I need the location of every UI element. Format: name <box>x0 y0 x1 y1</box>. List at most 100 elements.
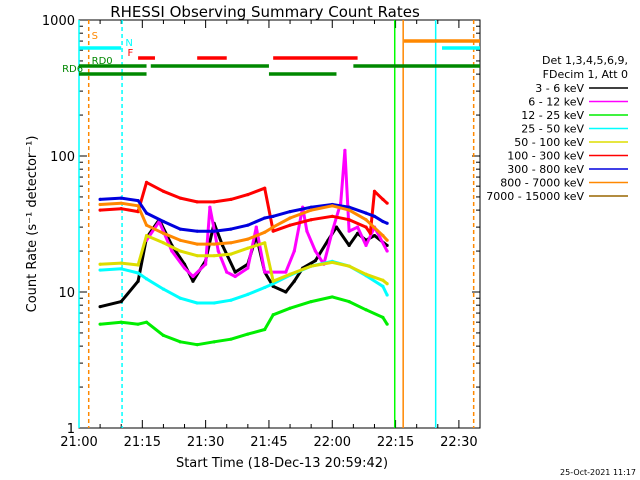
data-point <box>229 241 233 245</box>
data-point <box>330 260 334 265</box>
data-point <box>271 282 275 286</box>
data-point <box>144 233 149 238</box>
data-point <box>98 202 102 207</box>
chart-title: RHESSI Observing Summary Count Rates <box>110 3 420 21</box>
data-point <box>144 211 149 215</box>
data-point <box>381 315 385 320</box>
data-point <box>263 186 267 190</box>
x-axis-label: Start Time (18-Dec-13 20:59:42) <box>176 456 388 471</box>
data-point <box>271 214 275 218</box>
data-point <box>364 225 368 229</box>
y-axis-label: Count Rate (s⁻¹ detector⁻¹) <box>25 136 40 313</box>
data-point <box>385 238 389 242</box>
legend-label: 3 - 6 keV <box>535 82 584 95</box>
data-point <box>98 305 102 309</box>
data-point <box>144 180 149 184</box>
data-point <box>343 148 347 152</box>
data-point <box>364 308 368 312</box>
data-point <box>229 298 233 302</box>
legend-label: 6 - 12 keV <box>528 96 584 109</box>
x-tick-label: 21:45 <box>250 435 287 450</box>
data-point <box>385 221 389 225</box>
data-point <box>385 243 389 248</box>
legend-label: 300 - 800 keV <box>507 163 584 176</box>
data-point <box>229 252 233 256</box>
data-point <box>385 201 389 205</box>
data-point <box>309 264 313 268</box>
data-point <box>195 242 199 246</box>
data-point <box>263 230 267 234</box>
data-point <box>381 233 385 238</box>
data-point <box>313 259 317 263</box>
data-point <box>119 201 123 205</box>
data-point <box>195 301 199 305</box>
legend-label: 12 - 25 keV <box>521 109 584 122</box>
data-point <box>347 208 351 212</box>
data-point <box>136 279 140 283</box>
data-point <box>216 249 220 253</box>
legend-label: 25 - 50 keV <box>521 123 584 136</box>
data-point <box>178 196 182 200</box>
data-point <box>284 290 288 294</box>
data-point <box>136 271 140 275</box>
data-point <box>288 272 292 276</box>
data-point <box>309 299 313 304</box>
data-point <box>305 229 309 233</box>
data-point <box>161 219 166 224</box>
data-point <box>212 242 216 246</box>
data-point <box>263 241 267 245</box>
data-point <box>381 219 385 224</box>
flag-label-f: F <box>128 48 134 59</box>
data-point <box>372 233 377 238</box>
data-point <box>309 208 313 212</box>
legend-label: 7000 - 15000 keV <box>486 190 584 203</box>
data-point <box>98 208 102 212</box>
data-point <box>292 249 296 253</box>
data-point <box>246 237 250 241</box>
data-point <box>178 238 182 242</box>
data-point <box>364 272 368 276</box>
data-point <box>330 214 334 218</box>
data-point <box>330 204 334 208</box>
data-point <box>170 249 174 253</box>
y-tick-label: 1000 <box>42 14 75 29</box>
data-point <box>178 340 182 344</box>
data-point <box>309 218 313 222</box>
data-point <box>144 223 149 227</box>
data-point <box>271 313 275 317</box>
data-point <box>178 296 182 300</box>
data-point <box>385 282 389 286</box>
flag-label-s: S <box>92 31 98 42</box>
data-point <box>191 279 195 283</box>
data-point <box>98 268 102 272</box>
data-point <box>347 218 351 222</box>
data-point <box>233 270 237 274</box>
data-point <box>246 292 250 297</box>
data-point <box>368 231 372 235</box>
data-point <box>144 277 149 281</box>
data-point <box>313 249 317 253</box>
footer-date: 25-Oct-2021 11:17 <box>560 468 636 477</box>
data-point <box>161 241 166 245</box>
data-point <box>364 218 368 222</box>
data-point <box>178 249 182 253</box>
data-point <box>225 270 229 274</box>
data-point <box>195 200 199 204</box>
data-point <box>288 216 292 220</box>
data-point <box>347 299 351 304</box>
data-point <box>161 189 166 193</box>
data-point <box>233 274 237 279</box>
data-point <box>284 270 288 274</box>
data-point <box>182 266 187 270</box>
data-point <box>372 189 377 193</box>
data-point <box>136 198 140 203</box>
x-tick-label: 21:30 <box>187 435 224 450</box>
flag-label-rd0: RD0 <box>92 56 113 67</box>
data-point <box>263 216 267 220</box>
data-point <box>381 284 385 288</box>
series-line-2 <box>99 295 389 347</box>
data-point <box>119 299 123 304</box>
data-point <box>246 223 250 227</box>
data-point <box>195 254 199 258</box>
data-point <box>229 227 233 231</box>
